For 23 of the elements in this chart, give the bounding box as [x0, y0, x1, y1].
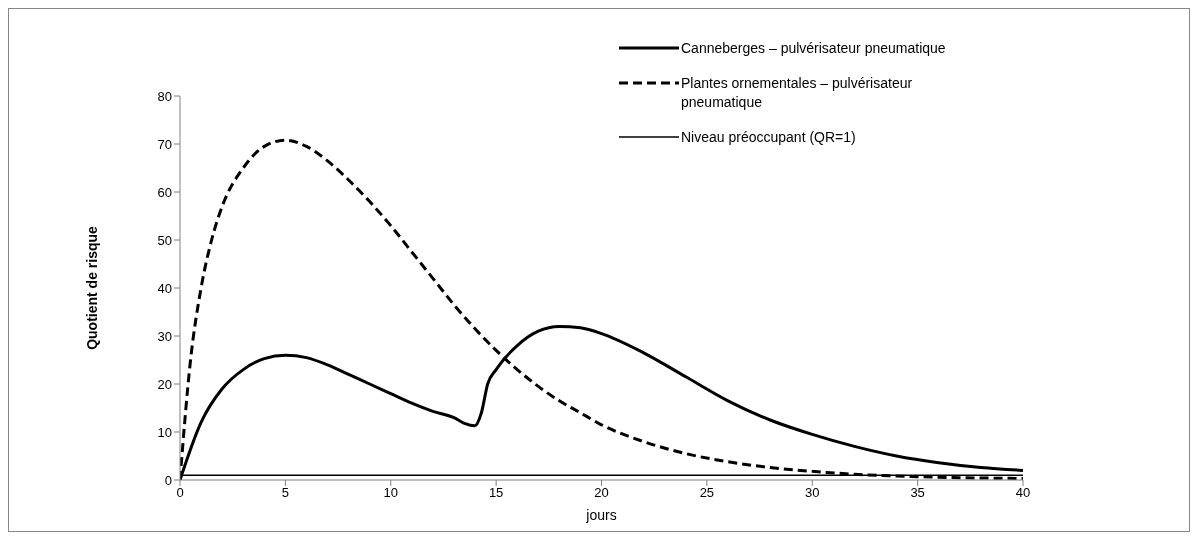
legend-label: Niveau préoccupant (QR=1) — [681, 128, 856, 147]
legend-label: Plantes ornementales – pulvérisateur pneumatique — [681, 74, 914, 112]
x-tick-label: 5 — [281, 485, 289, 501]
y-tick-label: 80 — [157, 88, 172, 104]
y-tick-label: 20 — [157, 376, 172, 392]
x-tick-label: 10 — [383, 485, 398, 501]
y-axis-title: Quotient de risque — [83, 225, 100, 350]
x-tick-label: 30 — [805, 485, 820, 501]
x-tick-label: 40 — [1015, 485, 1031, 501]
legend-label: Canneberges – pulvérisateur pneumatique — [681, 39, 946, 58]
x-tick-label: 0 — [176, 485, 184, 501]
y-tick-label: 60 — [157, 184, 172, 200]
y-tick-label: 10 — [157, 424, 172, 440]
x-tick-label: 15 — [488, 485, 504, 501]
y-tick-label: 30 — [157, 328, 172, 344]
y-tick-label: 40 — [157, 280, 172, 296]
x-axis-title: jours — [585, 507, 617, 523]
x-tick-label: 35 — [910, 485, 925, 501]
y-tick-label: 70 — [157, 136, 172, 152]
y-tick-label: 50 — [157, 232, 172, 248]
y-tick-label: 0 — [164, 472, 172, 488]
x-tick-label: 25 — [699, 485, 715, 501]
x-tick-label: 20 — [594, 485, 609, 501]
